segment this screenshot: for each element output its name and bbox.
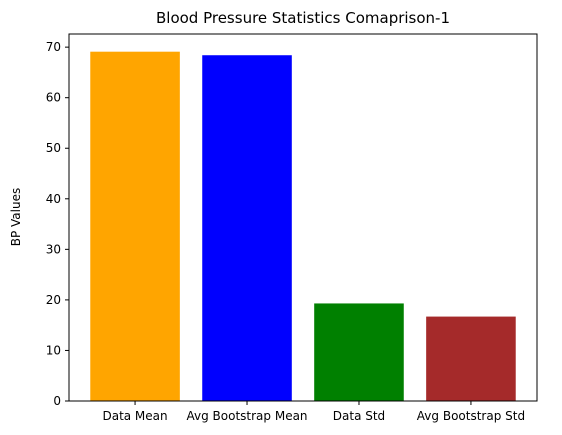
y-tick-label: 50 <box>46 141 61 155</box>
y-tick-label: 10 <box>46 343 61 357</box>
y-tick-label: 0 <box>53 394 61 408</box>
bars-group <box>90 51 516 401</box>
bar-avg-bootstrap-mean <box>202 55 292 401</box>
y-tick-label: 30 <box>46 242 61 256</box>
x-tick-label: Avg Bootstrap Std <box>417 409 525 423</box>
x-tick-label: Data Std <box>333 409 385 423</box>
y-tick-label: 20 <box>46 293 61 307</box>
chart-title: Blood Pressure Statistics Comaprison-1 <box>156 9 450 27</box>
y-axis-label: BP Values <box>9 188 23 247</box>
x-tick-label: Data Mean <box>102 409 167 423</box>
plot-frame <box>68 33 538 402</box>
y-tick-label: 70 <box>46 40 61 54</box>
bar-data-mean <box>90 51 180 401</box>
y-tick-label: 60 <box>46 91 61 105</box>
y-tick-label: 40 <box>46 192 61 206</box>
y-axis: 0 10 20 30 40 50 60 70 <box>46 40 69 408</box>
bar-avg-bootstrap-std <box>426 316 516 401</box>
x-axis: Data Mean Avg Bootstrap Mean Data Std Avg B… <box>102 401 525 423</box>
bar-data-std <box>314 303 404 401</box>
x-tick-label: Avg Bootstrap Mean <box>187 409 308 423</box>
